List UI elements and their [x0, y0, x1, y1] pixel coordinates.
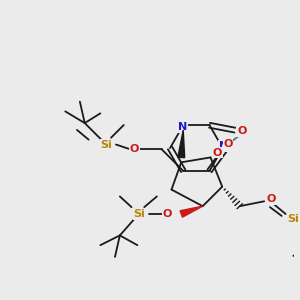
Text: O: O — [224, 139, 233, 148]
Text: N: N — [219, 141, 228, 151]
Text: O: O — [130, 144, 139, 154]
Text: Si: Si — [287, 214, 299, 224]
Text: N: N — [178, 122, 187, 132]
Text: O: O — [163, 209, 172, 219]
Text: O: O — [237, 126, 246, 136]
Text: O: O — [213, 148, 222, 158]
Polygon shape — [180, 206, 203, 217]
Text: O: O — [266, 194, 276, 204]
Text: Si: Si — [100, 140, 112, 149]
Polygon shape — [178, 130, 185, 158]
Text: H: H — [239, 128, 247, 138]
Text: Si: Si — [134, 209, 145, 219]
